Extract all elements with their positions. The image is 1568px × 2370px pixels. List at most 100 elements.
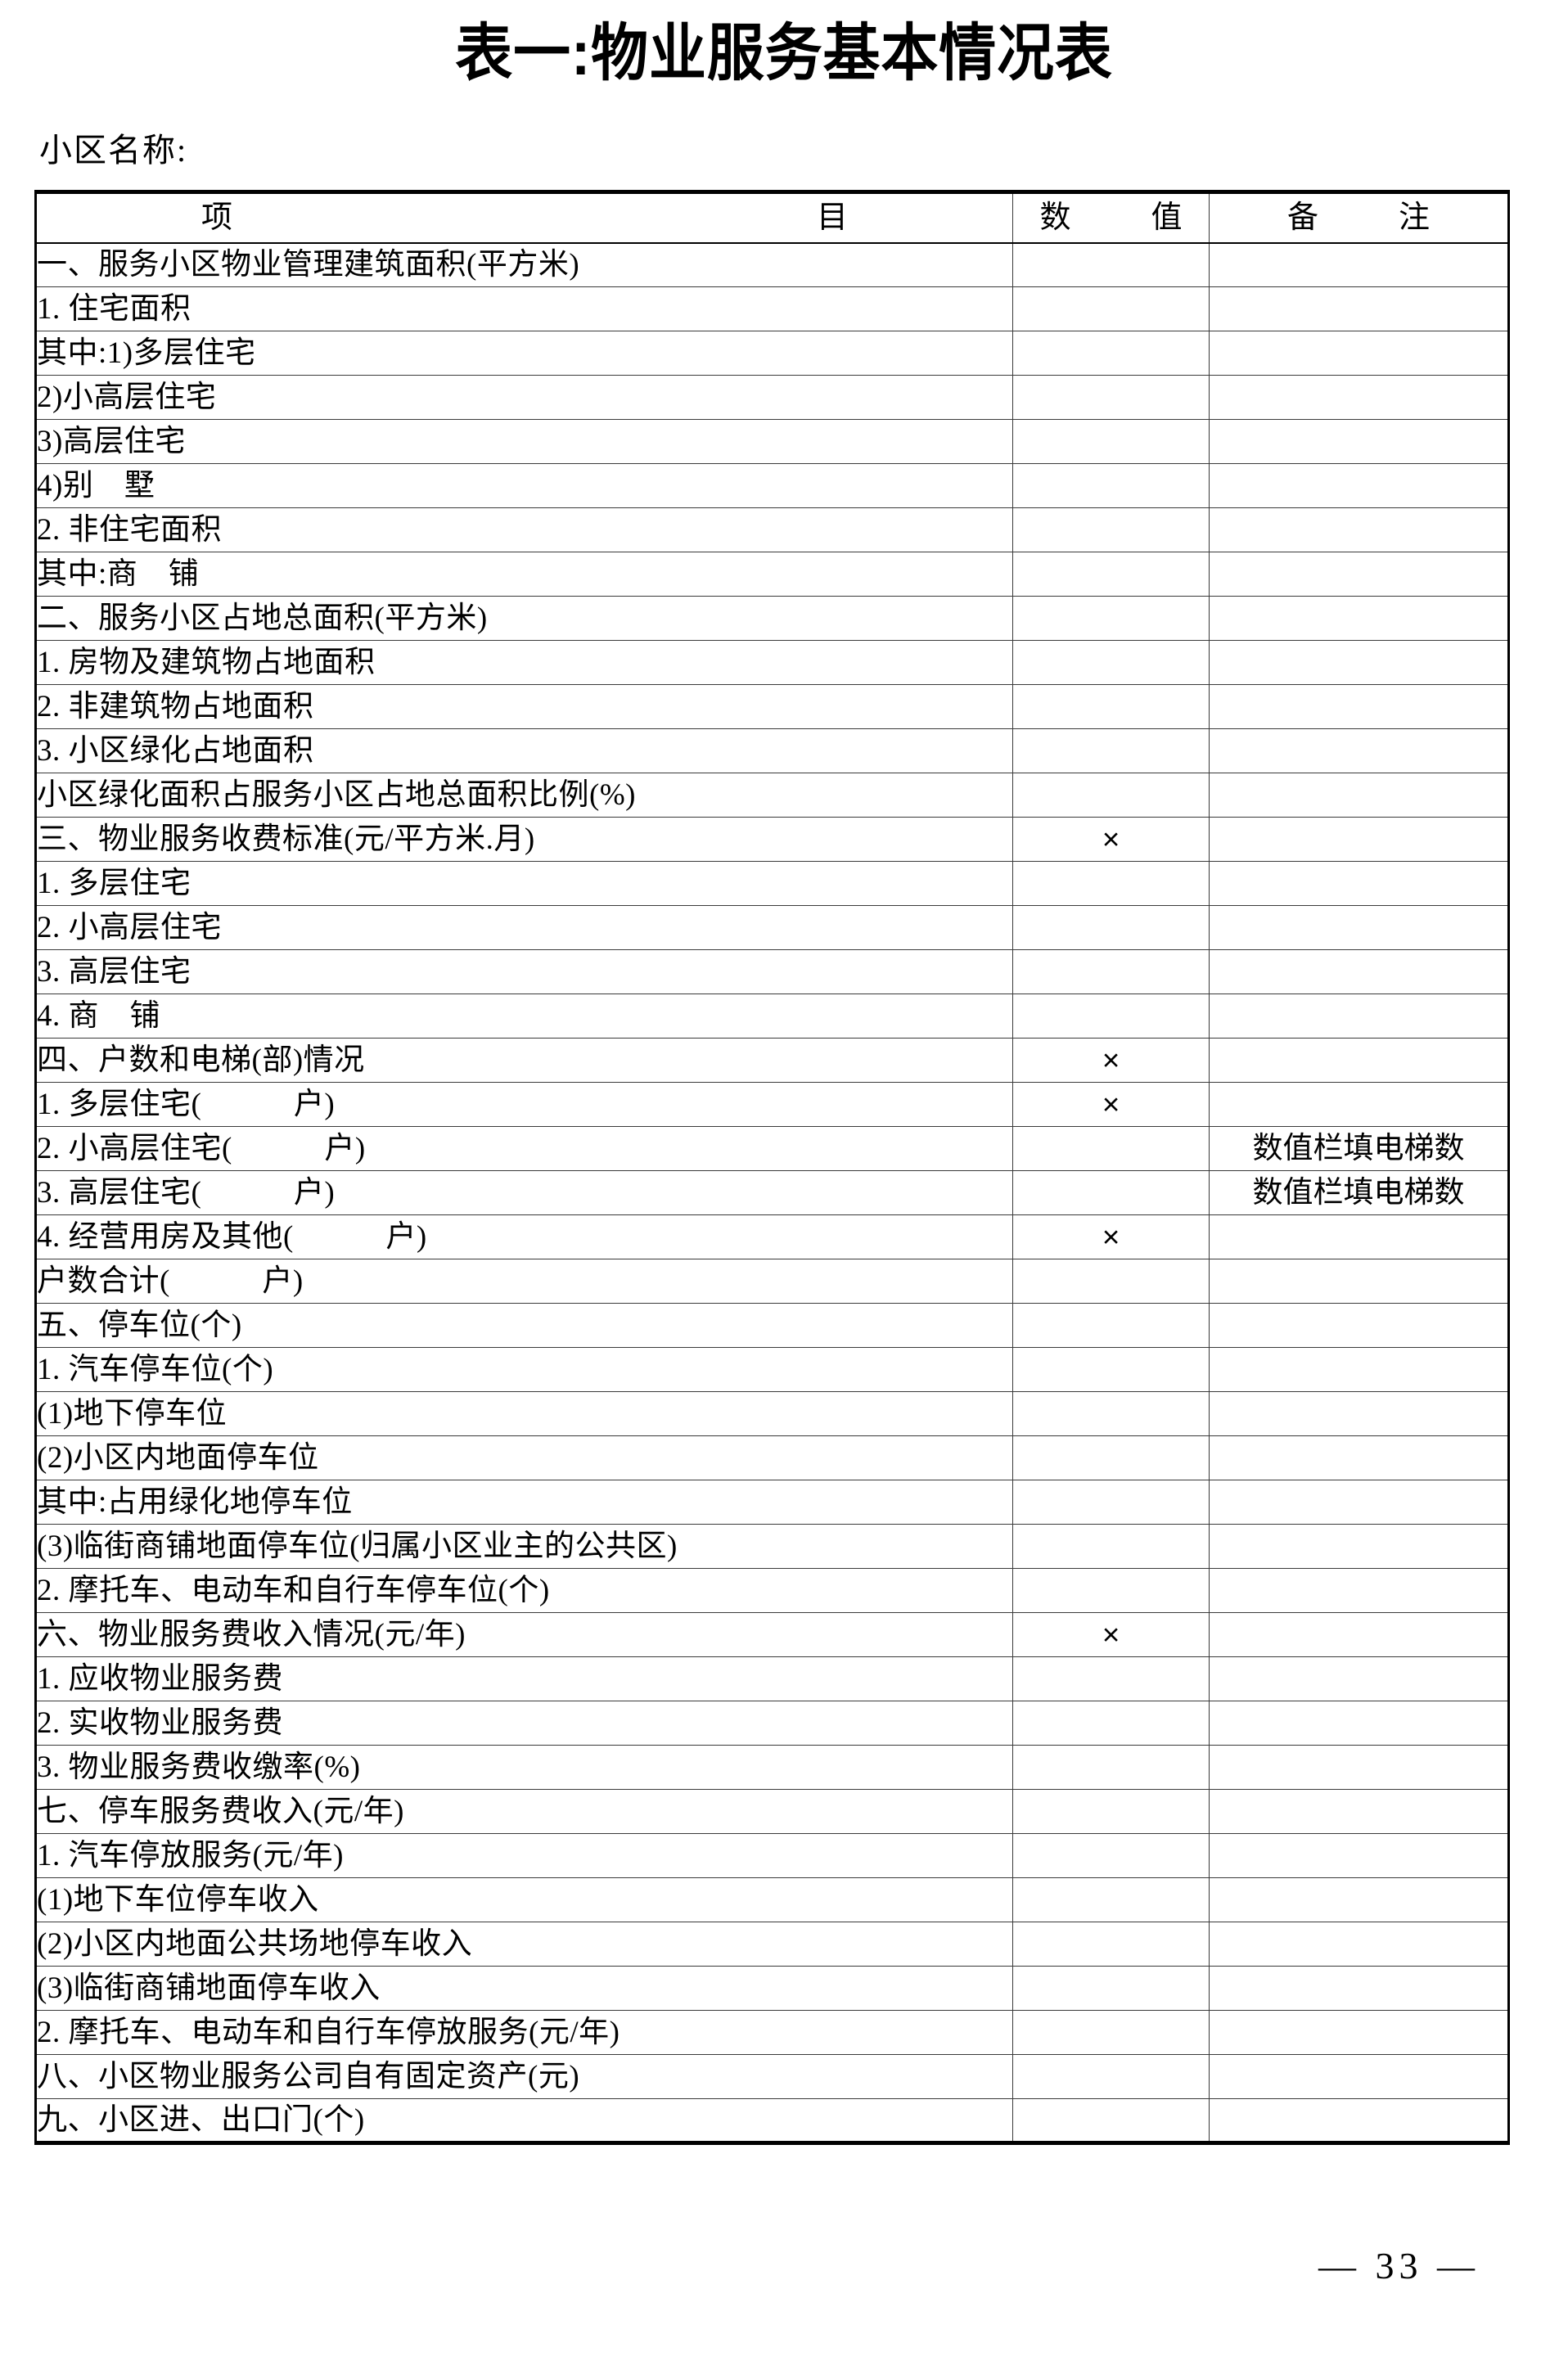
row-note-cell[interactable] <box>1209 1524 1509 1569</box>
row-note-cell[interactable] <box>1209 1568 1509 1613</box>
row-value-cell[interactable] <box>1012 905 1210 950</box>
row-value-cell[interactable] <box>1012 1966 1210 2011</box>
row-value-cell[interactable] <box>1012 1126 1210 1171</box>
row-value-cell[interactable] <box>1012 1789 1210 1834</box>
row-value-cell[interactable] <box>1012 994 1210 1039</box>
row-value-cell[interactable] <box>1012 552 1210 597</box>
row-item-text: 3. 高层住宅 <box>37 954 191 989</box>
row-value-cell[interactable] <box>1012 1347 1210 1392</box>
row-note-cell[interactable] <box>1209 2098 1509 2143</box>
row-note-cell[interactable] <box>1209 1214 1509 1259</box>
row-note-cell[interactable] <box>1209 1966 1509 2011</box>
row-item-text: 二、服务小区占地总面积(平方米) <box>37 601 488 635</box>
row-note-cell[interactable]: 数值栏填电梯数 <box>1209 1126 1509 1171</box>
row-note-cell[interactable] <box>1209 1082 1509 1127</box>
row-value-cell[interactable] <box>1012 507 1210 552</box>
row-value-cell[interactable]: × <box>1012 817 1210 862</box>
row-item-label: (3)临街商铺地面停车位(归属小区业主的公共区) <box>35 1524 1013 1569</box>
row-value-cell[interactable]: × <box>1012 1612 1210 1657</box>
row-value-cell[interactable] <box>1012 596 1210 641</box>
row-note-cell[interactable] <box>1209 1877 1509 1922</box>
row-note-cell[interactable] <box>1209 994 1509 1039</box>
row-value-cell[interactable] <box>1012 1922 1210 1967</box>
row-note-cell[interactable] <box>1209 331 1509 376</box>
row-note-cell[interactable] <box>1209 507 1509 552</box>
row-value-cell[interactable] <box>1012 1259 1210 1304</box>
row-note-cell[interactable] <box>1209 375 1509 420</box>
row-note-cell[interactable] <box>1209 1833 1509 1878</box>
row-note-cell[interactable] <box>1209 817 1509 862</box>
row-note-cell[interactable] <box>1209 419 1509 464</box>
row-item-text: 八、小区物业服务公司自有固定资产(元) <box>37 2059 580 2093</box>
row-note-cell[interactable] <box>1209 2010 1509 2055</box>
row-note-cell[interactable] <box>1209 242 1509 287</box>
row-note-cell[interactable] <box>1209 1480 1509 1525</box>
row-value-cell[interactable] <box>1012 2010 1210 2055</box>
table-row: 五、停车位(个) <box>35 1303 1509 1348</box>
row-value-cell[interactable] <box>1012 242 1210 287</box>
table-row: 2)小高层住宅 <box>35 375 1509 420</box>
row-value-cell[interactable]: × <box>1012 1214 1210 1259</box>
row-note-cell[interactable]: 数值栏填电梯数 <box>1209 1170 1509 1215</box>
row-value-cell[interactable] <box>1012 2098 1210 2143</box>
row-note-cell[interactable] <box>1209 1391 1509 1436</box>
row-note-cell[interactable] <box>1209 1435 1509 1480</box>
table-row: 七、停车服务费收入(元/年) <box>35 1789 1509 1834</box>
row-note-cell[interactable] <box>1209 463 1509 508</box>
row-item-text: 3. 小区绿化占地面积 <box>37 733 314 768</box>
row-value-cell[interactable]: × <box>1012 1038 1210 1083</box>
row-value-cell[interactable] <box>1012 375 1210 420</box>
row-note-cell[interactable] <box>1209 596 1509 641</box>
row-value-cell[interactable] <box>1012 1435 1210 1480</box>
row-value-cell[interactable] <box>1012 1833 1210 1878</box>
row-note-cell[interactable] <box>1209 1347 1509 1392</box>
row-note-cell[interactable] <box>1209 1656 1509 1701</box>
row-note-cell[interactable] <box>1209 1745 1509 1790</box>
row-note-cell[interactable] <box>1209 1701 1509 1746</box>
row-value-cell[interactable] <box>1012 728 1210 773</box>
row-value-cell[interactable]: × <box>1012 1082 1210 1127</box>
row-value-cell[interactable] <box>1012 1745 1210 1790</box>
row-value-cell[interactable] <box>1012 949 1210 994</box>
row-value-cell[interactable] <box>1012 2054 1210 2099</box>
row-note-cell[interactable] <box>1209 1789 1509 1834</box>
row-note-cell[interactable] <box>1209 552 1509 597</box>
row-note-cell[interactable] <box>1209 773 1509 818</box>
row-value-cell[interactable] <box>1012 1303 1210 1348</box>
row-value-cell[interactable] <box>1012 331 1210 376</box>
row-note-cell[interactable] <box>1209 1612 1509 1657</box>
page-title: 表一:物业服务基本情况表 <box>455 19 1113 88</box>
row-value-cell[interactable] <box>1012 1568 1210 1613</box>
row-value-cell[interactable] <box>1012 1524 1210 1569</box>
row-value-cell[interactable] <box>1012 1391 1210 1436</box>
row-note-cell[interactable] <box>1209 728 1509 773</box>
table-row: 3. 高层住宅( 户) 数值栏填电梯数 <box>35 1170 1509 1215</box>
row-item-label: 1. 多层住宅 <box>35 861 1013 906</box>
row-note-cell[interactable] <box>1209 1038 1509 1083</box>
row-note-cell[interactable] <box>1209 640 1509 685</box>
row-note-cell[interactable] <box>1209 1922 1509 1967</box>
row-note-cell[interactable] <box>1209 861 1509 906</box>
row-value-cell[interactable] <box>1012 286 1210 331</box>
row-value-cell[interactable] <box>1012 1170 1210 1215</box>
row-value-cell[interactable] <box>1012 1877 1210 1922</box>
row-value-cell[interactable] <box>1012 773 1210 818</box>
row-note-cell[interactable] <box>1209 1259 1509 1304</box>
row-value-cell[interactable] <box>1012 640 1210 685</box>
row-item-text: (3)临街商铺地面停车收入 <box>37 1971 381 2005</box>
row-note-cell[interactable] <box>1209 1303 1509 1348</box>
row-value-cell[interactable] <box>1012 1480 1210 1525</box>
row-note-cell[interactable] <box>1209 905 1509 950</box>
row-note-cell[interactable] <box>1209 2054 1509 2099</box>
row-value-cell[interactable] <box>1012 684 1210 729</box>
row-value-cell[interactable] <box>1012 419 1210 464</box>
row-item-text: 五、停车位(个) <box>37 1308 242 1342</box>
row-value-cell[interactable] <box>1012 861 1210 906</box>
row-note-cell[interactable] <box>1209 684 1509 729</box>
row-note-cell[interactable] <box>1209 949 1509 994</box>
row-value-cell[interactable] <box>1012 1656 1210 1701</box>
row-value-cell[interactable] <box>1012 1701 1210 1746</box>
row-value-cell[interactable] <box>1012 463 1210 508</box>
row-item-label: (3)临街商铺地面停车收入 <box>35 1966 1013 2011</box>
row-note-cell[interactable] <box>1209 286 1509 331</box>
